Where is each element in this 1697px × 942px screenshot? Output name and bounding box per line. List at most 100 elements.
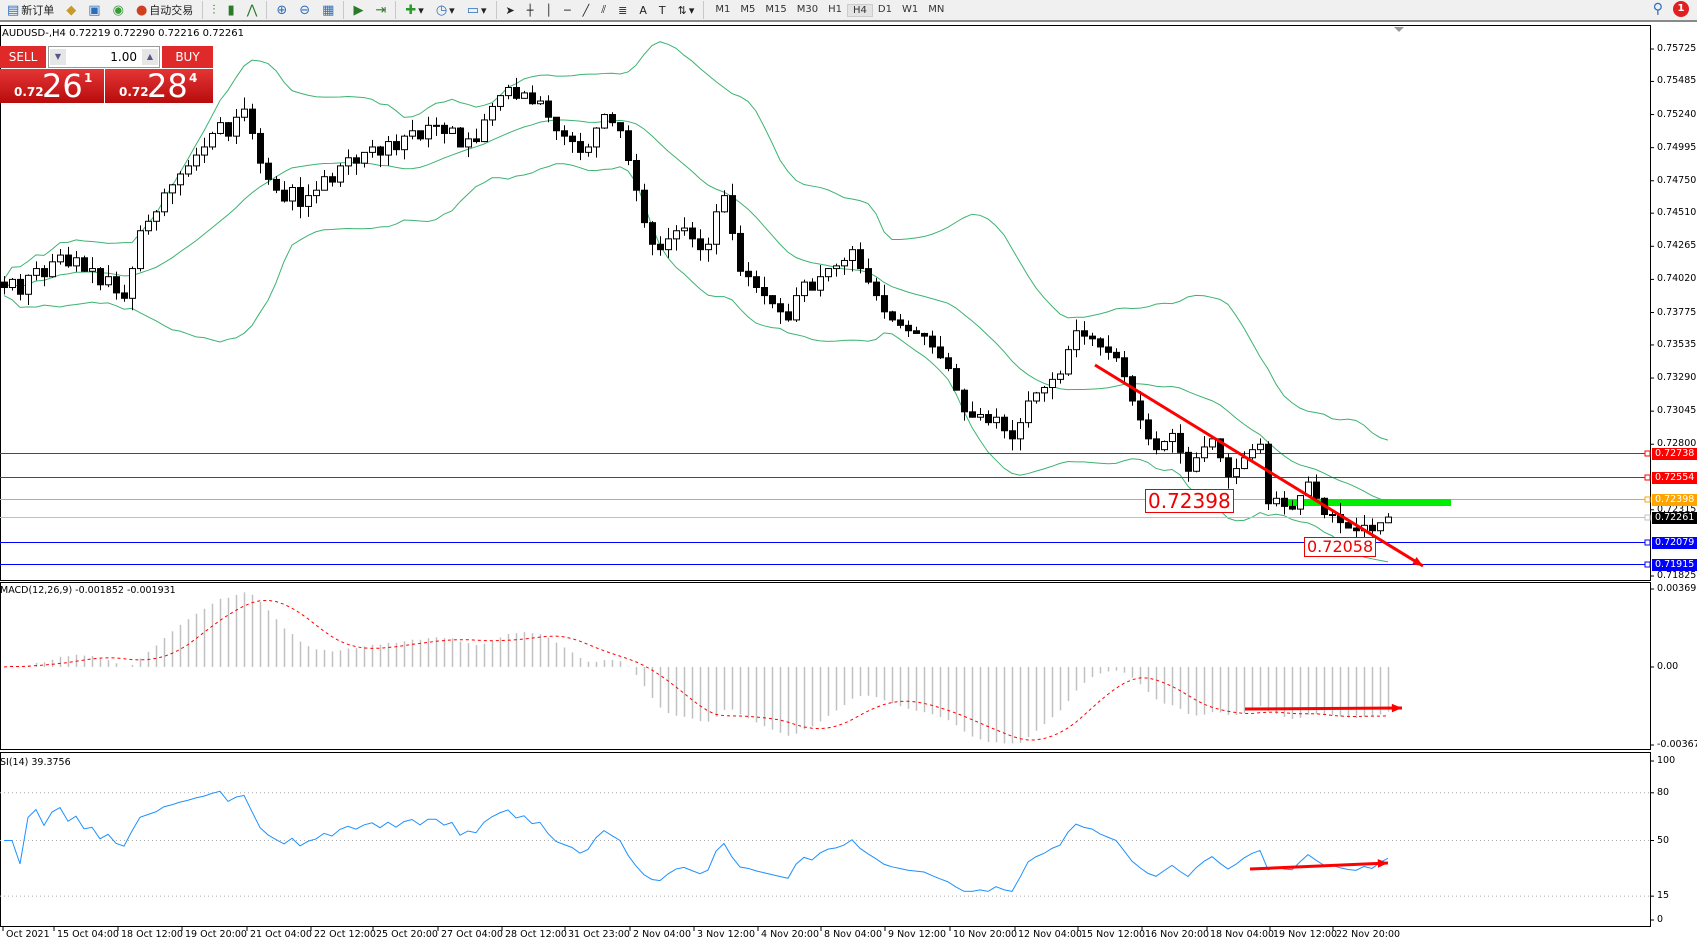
periods-button[interactable]: ◷ ▾ (435, 2, 455, 18)
candle-body (985, 414, 992, 424)
candle-body (401, 135, 408, 151)
candle-body (825, 268, 832, 278)
cursor-button[interactable]: ➤ (503, 0, 518, 20)
candle-body (689, 227, 696, 240)
candlestick-button[interactable]: ▮ (225, 0, 238, 20)
divider (495, 1, 497, 19)
candle-body (553, 116, 560, 132)
candle-body (1281, 497, 1288, 507)
candle-body (1001, 416, 1008, 432)
template-icon: ▭ (466, 2, 479, 18)
search-icon[interactable]: ⚲ (1652, 1, 1663, 17)
price-text-label[interactable]: 0.72398 (1145, 489, 1234, 513)
time-axis-label: 25 Oct 20:00 (376, 929, 438, 940)
candle-body (617, 122, 624, 132)
candle-body (1225, 457, 1232, 478)
indicators-button[interactable]: ✚ ▾ (405, 2, 424, 18)
price-line-tag: 0.72079 (1652, 536, 1697, 549)
fibonacci-button[interactable]: ≣ (615, 0, 630, 20)
text-label-icon: T (658, 3, 666, 17)
vertical-line-button[interactable]: │ (542, 0, 555, 20)
tile-icon: ▦ (322, 2, 335, 18)
lots-increase-button[interactable]: ▲ (142, 49, 158, 65)
candle-body (769, 295, 776, 305)
timeframe-m5[interactable]: M5 (740, 3, 756, 15)
price-axis-label: 0.71825 (1657, 570, 1697, 581)
signals-button[interactable]: ◉ (110, 0, 127, 20)
candle-body (1025, 400, 1032, 424)
candle-body (529, 92, 536, 105)
auto-trading-button[interactable]: ● 自动交易 (135, 2, 194, 18)
zoom-in-button[interactable]: ⊕ (273, 0, 290, 20)
timeframe-m30[interactable]: M30 (796, 3, 819, 15)
candle-body (561, 130, 568, 137)
line-chart-button[interactable]: ⋀ (244, 0, 261, 20)
bollinger-lower (3, 163, 1389, 563)
crosshair-button[interactable]: ┼ (524, 0, 537, 20)
new-order-button[interactable]: ▤ 新订单 (7, 2, 55, 18)
lots-input[interactable]: ▼ 1.00 ▲ (48, 46, 160, 68)
arrows-button[interactable]: ⇅ ▾ (677, 3, 695, 17)
price-axis-label: 0.75240 (1657, 108, 1697, 120)
price-axis-label: 0.72800 (1657, 438, 1697, 450)
chart-shift-button[interactable]: ⇥ (372, 0, 389, 20)
candle-body (329, 176, 336, 183)
time-axis-label: 16 Nov 20:00 (1145, 929, 1210, 940)
timeframe-mn[interactable]: MN (928, 3, 945, 15)
candle-body (1113, 351, 1120, 359)
candle-body (1385, 516, 1392, 524)
candle-body (233, 116, 240, 137)
terminal-button[interactable]: ▣ (85, 0, 103, 20)
candle-body (97, 268, 104, 286)
channel-button[interactable]: ⫽ (598, 0, 609, 20)
candle-body (425, 124, 432, 140)
time-axis-label: 4 Nov 20:00 (761, 929, 820, 940)
signal-icon: ◉ (112, 2, 124, 18)
bollinger-upper (3, 41, 1389, 441)
candle-body (369, 146, 376, 153)
buy-button[interactable]: BUY (162, 46, 213, 68)
candle-body (65, 254, 72, 267)
horizontal-line-button[interactable]: ─ (561, 0, 574, 20)
price-text-label[interactable]: 0.72058 (1304, 537, 1377, 557)
auto-scroll-icon: ▶ (353, 2, 364, 18)
candle-body (345, 157, 352, 167)
time-axis-label: 12 Nov 04:00 (1018, 929, 1083, 940)
candle-body (1097, 338, 1104, 348)
timeframe-h1[interactable]: H1 (828, 3, 842, 15)
timeframe-m1[interactable]: M1 (715, 3, 731, 15)
bar-chart-button[interactable]: ⫶ (209, 0, 218, 20)
candle-body (89, 268, 96, 272)
zoom-out-button[interactable]: ⊖ (296, 0, 313, 20)
candle-body (169, 184, 176, 194)
trendline-button[interactable]: ╱ (580, 0, 593, 20)
text-button[interactable]: A (636, 0, 650, 20)
candle-body (1017, 422, 1024, 440)
tile-windows-button[interactable]: ▦ (319, 0, 337, 20)
metaeditor-button[interactable]: ◆ (63, 0, 79, 20)
price-axis-label: 0.73775 (1657, 306, 1697, 318)
notification-badge[interactable]: 1 (1673, 1, 1689, 17)
timeframe-m15[interactable]: M15 (765, 3, 787, 15)
timeframe-w1[interactable]: W1 (901, 3, 919, 15)
vertical-line-icon: │ (545, 3, 552, 17)
sell-price-button[interactable]: 0.72 26 1 (0, 67, 104, 105)
candle-body (625, 130, 632, 161)
channel-icon: ⫽ (601, 3, 607, 16)
text-label-button[interactable]: T (656, 0, 669, 20)
candle-body (105, 276, 112, 286)
price-line-tag: 0.71915 (1652, 558, 1697, 571)
candle-body (1273, 497, 1280, 505)
templates-button[interactable]: ▭ ▾ (466, 2, 487, 18)
auto-scroll-button[interactable]: ▶ (350, 0, 366, 20)
candle-body (721, 195, 728, 213)
candle-body (969, 411, 976, 418)
timeframe-d1[interactable]: D1 (877, 3, 892, 15)
buy-price-button[interactable]: 0.72 28 4 (105, 67, 213, 105)
trendline-icon: ╱ (582, 3, 590, 17)
sell-button[interactable]: SELL (0, 46, 46, 68)
timeframe-h4[interactable]: H4 (846, 3, 873, 17)
candle-body (225, 122, 232, 137)
lots-decrease-button[interactable]: ▼ (50, 49, 66, 65)
